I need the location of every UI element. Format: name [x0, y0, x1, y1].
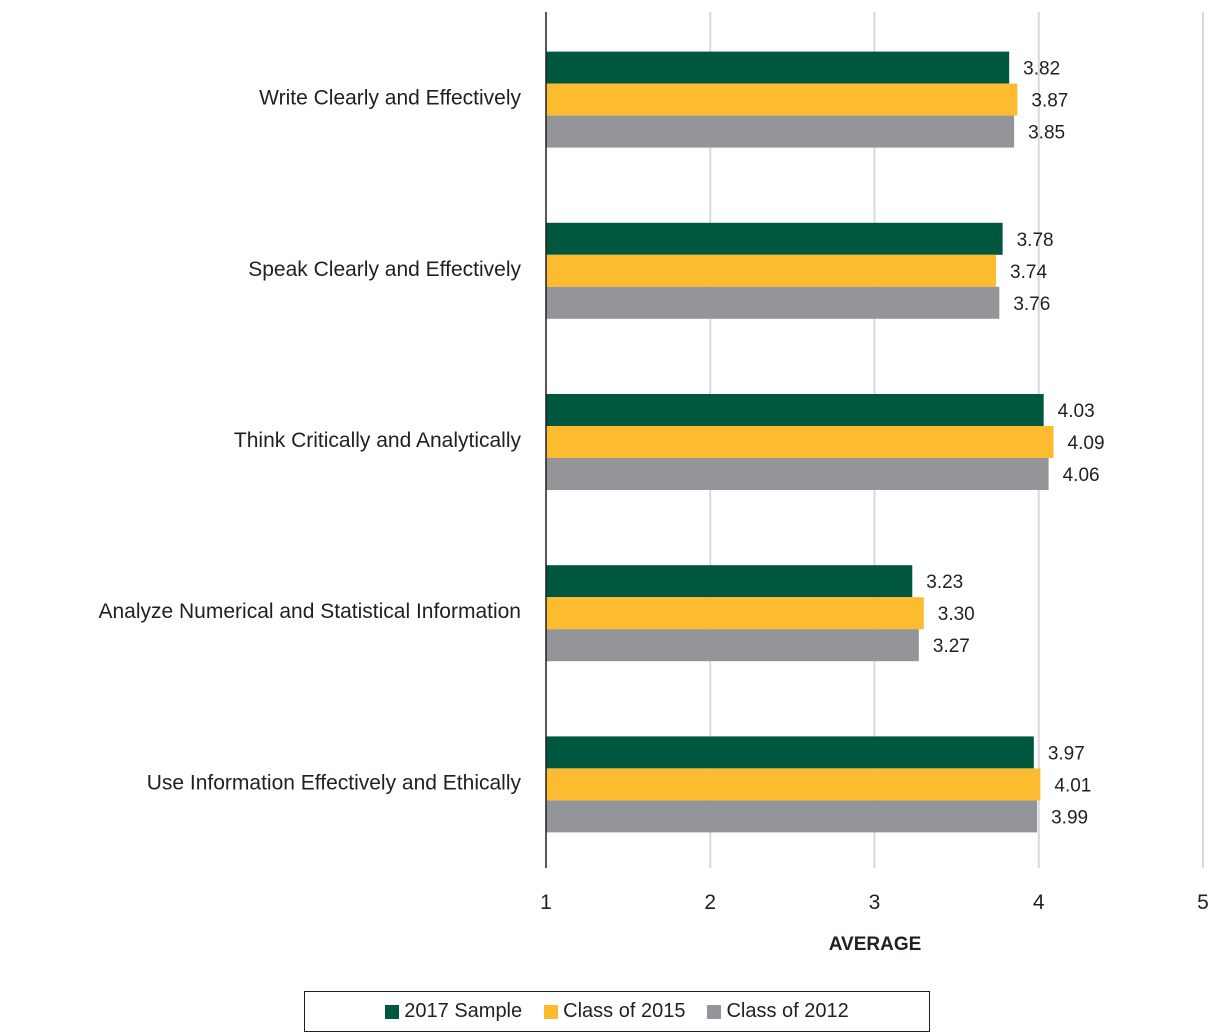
legend-swatch — [544, 1004, 559, 1019]
data-label: 4.09 — [1068, 433, 1105, 454]
bars — [546, 51, 1054, 833]
legend-swatch — [707, 1004, 722, 1019]
bar — [546, 458, 1049, 490]
bar — [546, 629, 919, 662]
category-label: Think Critically and Analytically — [234, 429, 522, 452]
data-label: 4.06 — [1063, 465, 1100, 486]
bar — [546, 736, 1034, 769]
data-label: 3.74 — [1010, 262, 1047, 283]
data-label: 3.85 — [1028, 123, 1065, 144]
category-label: Use Information Effectively and Ethicall… — [147, 771, 522, 794]
value-labels: 3.82 3.87 3.85 3.78 3.74 3.76 4.03 4.09 4.06 3.23… — [926, 59, 1104, 829]
legend-label: 2017 Sample — [404, 1000, 523, 1022]
data-label: 3.23 — [926, 572, 963, 593]
legend: 2017 Sample Class of 2015 Class of 2012 — [304, 991, 930, 1032]
bar — [546, 597, 924, 630]
x-tick-label: 3 — [869, 891, 881, 914]
bar — [546, 222, 1003, 255]
legend-label: Class of 2012 — [726, 1000, 849, 1022]
bar — [546, 51, 1010, 84]
data-label: 3.76 — [1013, 294, 1050, 315]
legend-item: Class of 2012 — [707, 1000, 849, 1023]
bar — [546, 286, 1000, 319]
bar — [546, 115, 1015, 148]
bar — [546, 254, 997, 287]
legend-swatch — [385, 1004, 400, 1019]
bar — [546, 800, 1038, 833]
category-label: Analyze Numerical and Statistical Inform… — [98, 600, 521, 623]
data-label: 3.82 — [1023, 59, 1060, 80]
x-tick-label: 4 — [1033, 891, 1045, 914]
bar — [546, 83, 1018, 116]
data-label: 3.30 — [938, 604, 975, 625]
data-label: 3.78 — [1017, 230, 1054, 251]
data-label: 3.87 — [1031, 91, 1068, 112]
category-label: Speak Clearly and Effectively — [248, 258, 521, 281]
x-tick-label: 2 — [704, 891, 716, 914]
legend-item: 2017 Sample — [385, 1000, 522, 1023]
bar-chart: 3.82 3.87 3.85 3.78 3.74 3.76 4.03 4.09 4.06 3.23… — [98, 12, 1209, 955]
x-tick-label: 1 — [540, 891, 552, 914]
data-label: 3.97 — [1048, 743, 1085, 764]
legend-label: Class of 2015 — [563, 1000, 686, 1022]
data-label: 4.01 — [1054, 775, 1091, 796]
data-label: 4.03 — [1058, 401, 1095, 422]
data-label: 3.27 — [933, 636, 970, 657]
legend-item: Class of 2015 — [544, 1000, 685, 1023]
bar — [546, 426, 1054, 458]
x-tick-labels: 1 2 3 4 5 — [540, 891, 1209, 914]
bar — [546, 394, 1044, 426]
data-label: 3.99 — [1051, 807, 1088, 828]
category-label: Write Clearly and Effectively — [259, 87, 521, 110]
x-tick-label: 5 — [1197, 891, 1209, 914]
category-labels: Write Clearly and Effectively Speak Clear… — [98, 87, 521, 795]
bar — [546, 768, 1041, 801]
x-axis-title: AVERAGE — [829, 934, 922, 955]
bar — [546, 565, 913, 598]
